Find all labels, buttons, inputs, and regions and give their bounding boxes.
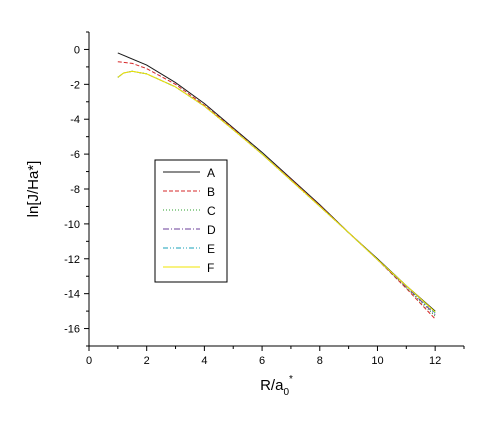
legend-label-b: B	[207, 185, 215, 199]
x-tick-label: 12	[429, 355, 441, 367]
y-tick-label: -10	[64, 219, 80, 231]
x-tick-label: 6	[259, 355, 265, 367]
x-axis-title-sub: 0	[283, 387, 289, 398]
x-axis-title-main: R/a	[260, 377, 284, 394]
legend-label-f: F	[207, 261, 214, 275]
y-tick-label: -2	[70, 79, 80, 91]
y-tick-label: 0	[74, 44, 80, 56]
x-tick-label: 8	[317, 355, 323, 367]
series-line-f	[117, 70, 436, 313]
y-tick-label: -8	[70, 184, 80, 196]
x-tick-label: 2	[144, 355, 150, 367]
x-axis-title: R/a0*	[260, 374, 293, 398]
plot-lines	[117, 52, 436, 320]
legend-label-c: C	[207, 204, 216, 218]
legend-label-e: E	[207, 242, 215, 256]
x-tick-label: 10	[371, 355, 383, 367]
y-tick-label: -12	[64, 254, 80, 266]
y-tick-label: -16	[64, 324, 80, 336]
legend-label-d: D	[207, 223, 216, 237]
y-tick-label: -4	[70, 114, 80, 126]
x-tick-label: 0	[86, 355, 92, 367]
legend-label-a: A	[207, 166, 215, 180]
x-tick-label: 4	[201, 355, 207, 367]
y-tick-label: -14	[64, 289, 80, 301]
y-tick-label: -6	[70, 149, 80, 161]
x-axis-title-sup: *	[289, 374, 293, 385]
axes: 0 2 4 6 8 10 12 0 -2 -4 -6 -8 -10 -12 -14 -16	[64, 31, 465, 367]
legend-box	[154, 159, 228, 283]
y-axis-title: ln[J/Ha*]	[25, 161, 42, 218]
